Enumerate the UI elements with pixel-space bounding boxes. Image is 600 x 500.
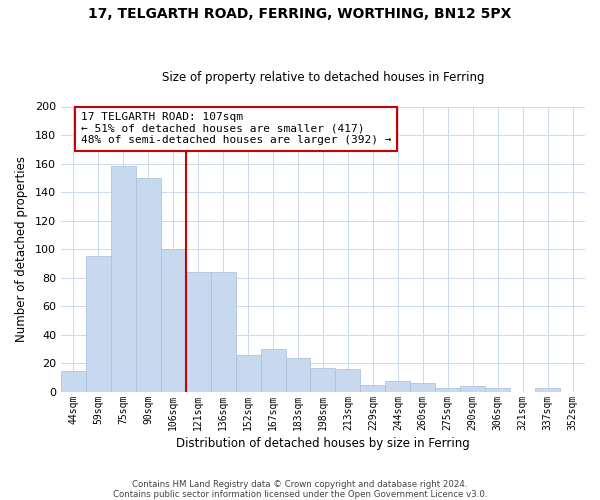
Bar [361, 385, 385, 392]
Bar [86, 256, 111, 392]
Bar [111, 166, 136, 392]
Bar [136, 178, 161, 392]
Title: Size of property relative to detached houses in Ferring: Size of property relative to detached ho… [162, 72, 484, 85]
Text: Contains HM Land Registry data © Crown copyright and database right 2024.: Contains HM Land Registry data © Crown c… [132, 480, 468, 489]
Bar [61, 370, 86, 392]
Bar [410, 384, 435, 392]
Bar [535, 388, 560, 392]
Text: Contains public sector information licensed under the Open Government Licence v3: Contains public sector information licen… [113, 490, 487, 499]
Bar [385, 380, 410, 392]
Bar [236, 355, 260, 392]
Bar [435, 388, 460, 392]
Text: 17 TELGARTH ROAD: 107sqm
← 51% of detached houses are smaller (417)
48% of semi-: 17 TELGARTH ROAD: 107sqm ← 51% of detach… [81, 112, 391, 146]
Bar [485, 388, 510, 392]
X-axis label: Distribution of detached houses by size in Ferring: Distribution of detached houses by size … [176, 437, 470, 450]
Bar [186, 272, 211, 392]
Y-axis label: Number of detached properties: Number of detached properties [15, 156, 28, 342]
Bar [460, 386, 485, 392]
Bar [260, 349, 286, 392]
Bar [310, 368, 335, 392]
Bar [161, 250, 186, 392]
Bar [335, 369, 361, 392]
Bar [286, 358, 310, 392]
Bar [211, 272, 236, 392]
Text: 17, TELGARTH ROAD, FERRING, WORTHING, BN12 5PX: 17, TELGARTH ROAD, FERRING, WORTHING, BN… [88, 8, 512, 22]
